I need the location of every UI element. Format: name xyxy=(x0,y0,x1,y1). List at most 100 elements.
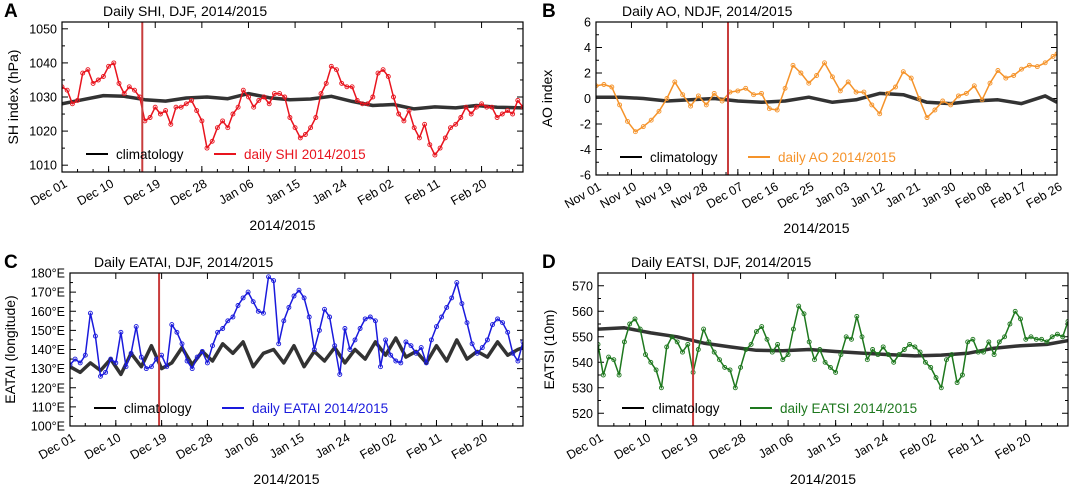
panel-d-daily-point xyxy=(658,385,664,391)
panel-b: B Daily AO, NDJF, 2014/2015 -6 -4 -2 0 2 4 6 Nov … xyxy=(539,1,1065,236)
panel-b-xtick-label: Jan 30 xyxy=(919,179,959,210)
panel-b-daily-point xyxy=(596,83,599,89)
panel-b-daily-point xyxy=(987,80,993,86)
panel-d-daily-point xyxy=(812,357,817,363)
panel-a-daily-point xyxy=(308,125,314,131)
panel-d-daily-point xyxy=(907,341,913,347)
panel-a-daily-point xyxy=(189,97,194,103)
panel-d-daily-point xyxy=(753,329,759,335)
panel-a-daily-point xyxy=(214,125,220,131)
panel-a-daily-point xyxy=(380,67,386,73)
panel-a-daily-point xyxy=(287,115,293,120)
panel-c-daily-point xyxy=(296,287,302,293)
panel-b-ylabel: AO index xyxy=(539,70,555,128)
panel-c-legend-climatology-label: climatology xyxy=(124,401,192,416)
panel-b-legend-daily-label: daily AO 2014/2015 xyxy=(778,150,896,165)
panel-d-daily-point xyxy=(600,372,606,378)
panel-b-daily-point xyxy=(924,115,930,121)
panel-a-daily-point xyxy=(132,87,137,93)
panel-c-ylabel: EATAI (longitude) xyxy=(2,295,18,403)
panel-d-daily-point xyxy=(806,339,812,345)
panel-d-daily-point xyxy=(938,385,944,391)
panel-b-daily-point xyxy=(1050,53,1056,59)
panel-a-ytick-label: 1040 xyxy=(29,56,57,70)
panel-a-xtick-label: Feb 11 xyxy=(403,176,443,207)
panel-a-daily-point xyxy=(422,121,428,127)
panel-d-daily-point xyxy=(870,347,876,352)
panel-c-daily-point xyxy=(418,345,424,351)
panel-d-ytick-label: 560 xyxy=(572,305,593,319)
panel-a-legend-climatology-label: climatology xyxy=(116,147,184,162)
panel-c-daily-point xyxy=(515,358,521,364)
panel-a-daily-point xyxy=(313,115,319,120)
panel-d-daily-point xyxy=(759,324,765,330)
panel-c-daily-point xyxy=(225,318,231,324)
panel-b-daily-point xyxy=(900,69,906,75)
panel-d-daily-point xyxy=(981,349,986,355)
panel-d-daily-point xyxy=(838,352,844,358)
panel-a-daily-point xyxy=(64,87,70,93)
panel-d-daily-point xyxy=(611,357,617,363)
panel-b-daily-point xyxy=(806,80,812,86)
panel-d-daily-point xyxy=(1054,331,1060,337)
panel-b-xtick-label: Feb 08 xyxy=(953,179,994,211)
panel-d-daily-point xyxy=(1044,339,1050,345)
panel-c-daily-point xyxy=(271,278,277,284)
panel-c-daily-point xyxy=(220,326,226,331)
panel-b-xtick-label: Nov 28 xyxy=(669,179,710,211)
panel-c-ytick-label: 110°E xyxy=(32,400,65,414)
panel-c-xtick-label: Feb 02 xyxy=(357,430,398,462)
panel-c-ytick-label: 140°E xyxy=(31,343,65,357)
panel-d-daily-point xyxy=(991,352,997,358)
panel-b-daily-point xyxy=(640,124,646,130)
panel-a-daily-point xyxy=(484,104,490,110)
panel-a-daily-point xyxy=(489,104,495,110)
panel-b-ytick-label: -6 xyxy=(580,169,591,183)
panel-b-daily-point xyxy=(617,102,623,108)
panel-c-daily-point xyxy=(383,337,389,343)
panel-a-daily-point xyxy=(463,104,469,110)
panel-a-daily-point xyxy=(100,74,106,79)
panel-c-plot-area xyxy=(70,274,523,379)
panel-a-daily-point xyxy=(349,84,355,90)
panel-c: C Daily EATAI, DJF, 2014/2015 100°E 110°E 12… xyxy=(2,252,524,487)
panel-c-daily-point xyxy=(179,341,185,347)
panel-c-daily-point xyxy=(464,320,470,326)
panel-a: A Daily SHI, DJF, 2014/2015 1010 1020 1030 10… xyxy=(4,1,524,233)
panel-b-daily-point xyxy=(656,108,662,114)
panel-d-daily-point xyxy=(606,354,612,360)
panel-a-daily-point xyxy=(391,94,396,100)
panel-d-ylabel: EATSI (10m) xyxy=(541,310,557,390)
panel-a-xtick-label: Jan 15 xyxy=(263,176,303,207)
panel-d-daily-point xyxy=(598,341,601,347)
panel-c-daily-point xyxy=(393,358,399,364)
panel-d-daily-point xyxy=(970,336,976,342)
panel-b-xtick-label: Dec 07 xyxy=(704,179,745,211)
panel-a-daily-point xyxy=(406,108,412,114)
panel-a-daily-point xyxy=(85,67,91,73)
panel-c-ytick-label: 120°E xyxy=(31,381,65,395)
panel-a-xtick-label: Jan 24 xyxy=(310,176,350,207)
panel-b-daily-point xyxy=(719,98,725,104)
panel-a-daily-point xyxy=(173,104,179,110)
panel-d-daily-point xyxy=(885,352,891,358)
panel-d-daily-point xyxy=(621,339,627,345)
panel-c-daily-point xyxy=(133,324,139,330)
panel-d-daily-point xyxy=(854,313,860,319)
panel-b-daily-point xyxy=(845,79,851,85)
panel-d-daily-point xyxy=(944,357,949,363)
panel-a-daily-point xyxy=(458,115,464,120)
panel-d-daily-point xyxy=(727,367,733,373)
panel-c-daily-point xyxy=(281,318,287,324)
panel-b-daily-point xyxy=(751,92,757,98)
panel-c-daily-point xyxy=(372,318,378,324)
panel-a-daily-point xyxy=(256,97,262,103)
panel-d-xtick-label: Jan 06 xyxy=(756,430,796,461)
panel-c-xtick-label: Jan 15 xyxy=(267,430,307,461)
panel-c-daily-point xyxy=(230,314,236,320)
panel-d-daily-point xyxy=(817,347,823,352)
panel-c-daily-point xyxy=(169,322,175,328)
panel-d-daily-point xyxy=(996,339,1002,345)
panel-a-daily-point xyxy=(427,142,433,148)
panel-b-daily-point xyxy=(1019,66,1024,72)
